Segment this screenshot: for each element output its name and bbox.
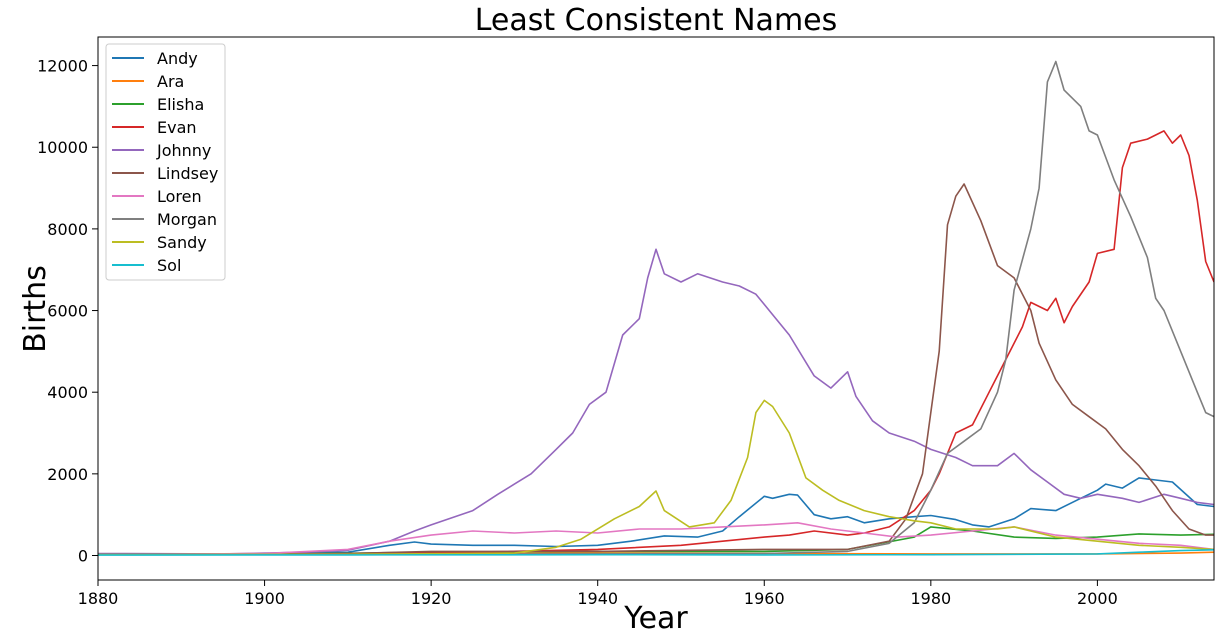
x-tick-label: 1960 xyxy=(744,589,785,608)
legend-label-elisha: Elisha xyxy=(157,95,204,114)
series-line-morgan xyxy=(98,60,1214,556)
legend-label-loren: Loren xyxy=(157,187,202,206)
x-tick-label: 1940 xyxy=(577,589,618,608)
legend-label-ara: Ara xyxy=(157,72,184,91)
series-line-andy xyxy=(98,477,1214,556)
x-tick-label: 1900 xyxy=(244,589,285,608)
x-tick-label: 1980 xyxy=(910,589,951,608)
y-tick-label: 12000 xyxy=(37,57,88,76)
y-tick-label: 10000 xyxy=(37,138,88,157)
legend-label-andy: Andy xyxy=(157,49,198,68)
y-tick-label: 0 xyxy=(78,547,88,566)
y-tick-label: 6000 xyxy=(47,302,88,321)
series-layer xyxy=(98,60,1214,556)
legend-label-evan: Evan xyxy=(157,118,197,137)
legend-label-johnny: Johnny xyxy=(156,141,211,160)
chart-title: Least Consistent Names xyxy=(475,3,838,38)
y-tick-label: 4000 xyxy=(47,383,88,402)
x-tick-label: 1880 xyxy=(78,589,119,608)
y-tick-label: 2000 xyxy=(47,465,88,484)
x-axis: 1880 1900 1920 1940 1960 1980 2000 xyxy=(78,580,1118,608)
y-axis: 0 2000 4000 6000 8000 10000 12000 xyxy=(37,57,98,566)
plot-background xyxy=(98,37,1214,580)
y-tick-label: 8000 xyxy=(47,220,88,239)
y-axis-label: Births xyxy=(18,265,53,353)
series-line-loren xyxy=(98,522,1214,556)
plot-frame xyxy=(97,36,1215,581)
x-tick-label: 2000 xyxy=(1077,589,1118,608)
legend-label-sandy: Sandy xyxy=(157,233,207,252)
plot-area xyxy=(97,36,1215,581)
legend-label-morgan: Morgan xyxy=(157,210,217,229)
legend: Andy Ara Elisha Evan Johnny Lindsey Loren Morga… xyxy=(105,43,226,281)
x-tick-label: 1920 xyxy=(411,589,452,608)
series-line-lindsey xyxy=(98,183,1214,556)
series-line-sandy xyxy=(98,399,1214,556)
x-axis-label: Year xyxy=(623,601,688,636)
series-line-johnny xyxy=(98,248,1214,555)
series-line-sol xyxy=(98,549,1214,556)
legend-label-sol: Sol xyxy=(157,256,181,275)
legend-label-lindsey: Lindsey xyxy=(157,164,218,183)
series-line-evan xyxy=(98,130,1214,556)
